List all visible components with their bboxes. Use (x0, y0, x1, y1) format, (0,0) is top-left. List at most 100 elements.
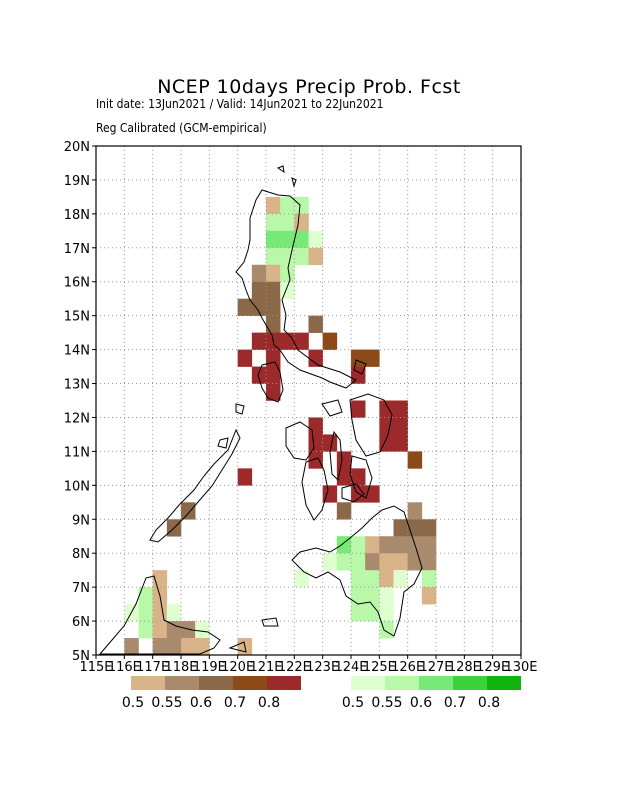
legend-swatch (131, 676, 165, 690)
y-tick-label: 6N (72, 615, 90, 630)
mindanao-coast (291, 505, 423, 637)
prob-cell (280, 196, 295, 215)
y-tick-label: 20N (64, 140, 90, 155)
y-tick-label: 17N (64, 242, 90, 257)
prob-cell (322, 553, 338, 571)
prob-cell (280, 230, 295, 249)
x-tick-label: 122E (278, 660, 311, 675)
legend-swatch (351, 676, 385, 690)
luzon-coast (235, 189, 357, 389)
prob-cell (351, 587, 366, 605)
x-tick-label: 129E (476, 660, 509, 675)
small-island-2 (217, 437, 229, 449)
x-tick-label: 130E (504, 660, 537, 675)
prob-cell (280, 332, 295, 350)
legend-label: 0.7 (224, 695, 246, 711)
legend-swatch (267, 676, 301, 690)
prob-cell (294, 213, 309, 232)
init-valid-dates: Init date: 13Jun2021 / Valid: 14Jun2021 … (96, 97, 384, 111)
prob-cell (393, 553, 408, 571)
prob-cell (266, 298, 281, 316)
prob-cell (393, 434, 408, 452)
prob-cell (138, 587, 153, 605)
map-title: NCEP 10days Precip Prob. Fcst (157, 76, 461, 98)
prob-cell (351, 400, 366, 418)
prob-cell (407, 502, 423, 520)
prob-cell (308, 230, 323, 249)
legend-wet-colorbar: 0.5 0.55 0.6 0.7 0.8 (342, 676, 521, 711)
prob-cell (393, 570, 408, 588)
legend-dry-colorbar: 0.5 0.55 0.6 0.7 0.8 (122, 676, 301, 711)
prob-cell (421, 570, 437, 588)
prob-cell (336, 468, 352, 486)
x-tick-label: 119E (193, 660, 226, 675)
prob-cell (322, 485, 338, 503)
x-tick-label: 127E (419, 660, 452, 675)
catanduanes-coast (353, 359, 367, 375)
prob-cell (379, 536, 394, 554)
prob-cell (280, 213, 295, 232)
x-tick-label: 115E (79, 660, 112, 675)
prob-cell (280, 281, 295, 299)
y-tick-label: 5N (72, 649, 90, 664)
legend-label: 0.6 (190, 695, 212, 711)
prob-cell (266, 281, 281, 299)
prob-cell (251, 281, 267, 299)
prob-cell (138, 604, 153, 622)
calibration-note: Reg Calibrated (GCM-empirical) (96, 121, 267, 135)
prob-cell (421, 536, 437, 554)
prob-cell (322, 434, 338, 452)
prob-cell (421, 553, 437, 571)
prob-cell (379, 400, 394, 418)
prob-cell (308, 417, 323, 435)
prob-cell (152, 604, 168, 622)
palawan-coast (149, 428, 241, 543)
legend-label: 0.7 (444, 695, 466, 711)
prob-cell (365, 553, 380, 571)
prob-cell (351, 553, 366, 571)
cebu-coast (329, 430, 343, 482)
prob-cell (365, 570, 380, 588)
small-island-3 (261, 617, 279, 627)
masbate-coast (321, 399, 343, 417)
prob-cell (365, 536, 380, 554)
small-island-4 (228, 641, 247, 653)
prob-cell (166, 621, 182, 639)
map-frame (95, 145, 522, 656)
prob-cell (181, 621, 196, 639)
y-tick-label: 19N (64, 174, 90, 189)
x-tick-label: 117E (136, 660, 169, 675)
legend-label: 0.5 (122, 695, 144, 711)
borneo-coast (98, 575, 221, 655)
prob-cell (266, 264, 281, 283)
y-tick-label: 8N (72, 547, 90, 562)
prob-cell (351, 570, 366, 588)
legend-swatch (233, 676, 267, 690)
prob-cell (280, 264, 295, 283)
x-tick-label: 128E (448, 660, 481, 675)
x-tick-label: 118E (164, 660, 197, 675)
legend-swatch (199, 676, 233, 690)
legend-label: 0.55 (371, 695, 402, 711)
prob-cell (280, 247, 295, 266)
samar-coast (349, 393, 393, 457)
prob-cell (379, 570, 394, 588)
prob-cell (251, 332, 267, 350)
legend-swatch (487, 676, 521, 690)
prob-cell (308, 434, 323, 452)
prob-cell (152, 638, 168, 656)
prob-cell (393, 400, 408, 418)
prob-cell (195, 621, 210, 639)
prob-cell (237, 349, 253, 367)
prob-cell (266, 247, 281, 266)
prob-cell (336, 553, 352, 571)
prob-cell (379, 434, 394, 452)
x-tick-label: 123E (306, 660, 339, 675)
y-tick-label: 7N (72, 581, 90, 596)
prob-cell (294, 247, 309, 266)
prob-cell (379, 587, 394, 605)
y-tick-label: 14N (64, 344, 90, 359)
prob-cell (266, 366, 281, 384)
prob-cell (138, 621, 153, 639)
